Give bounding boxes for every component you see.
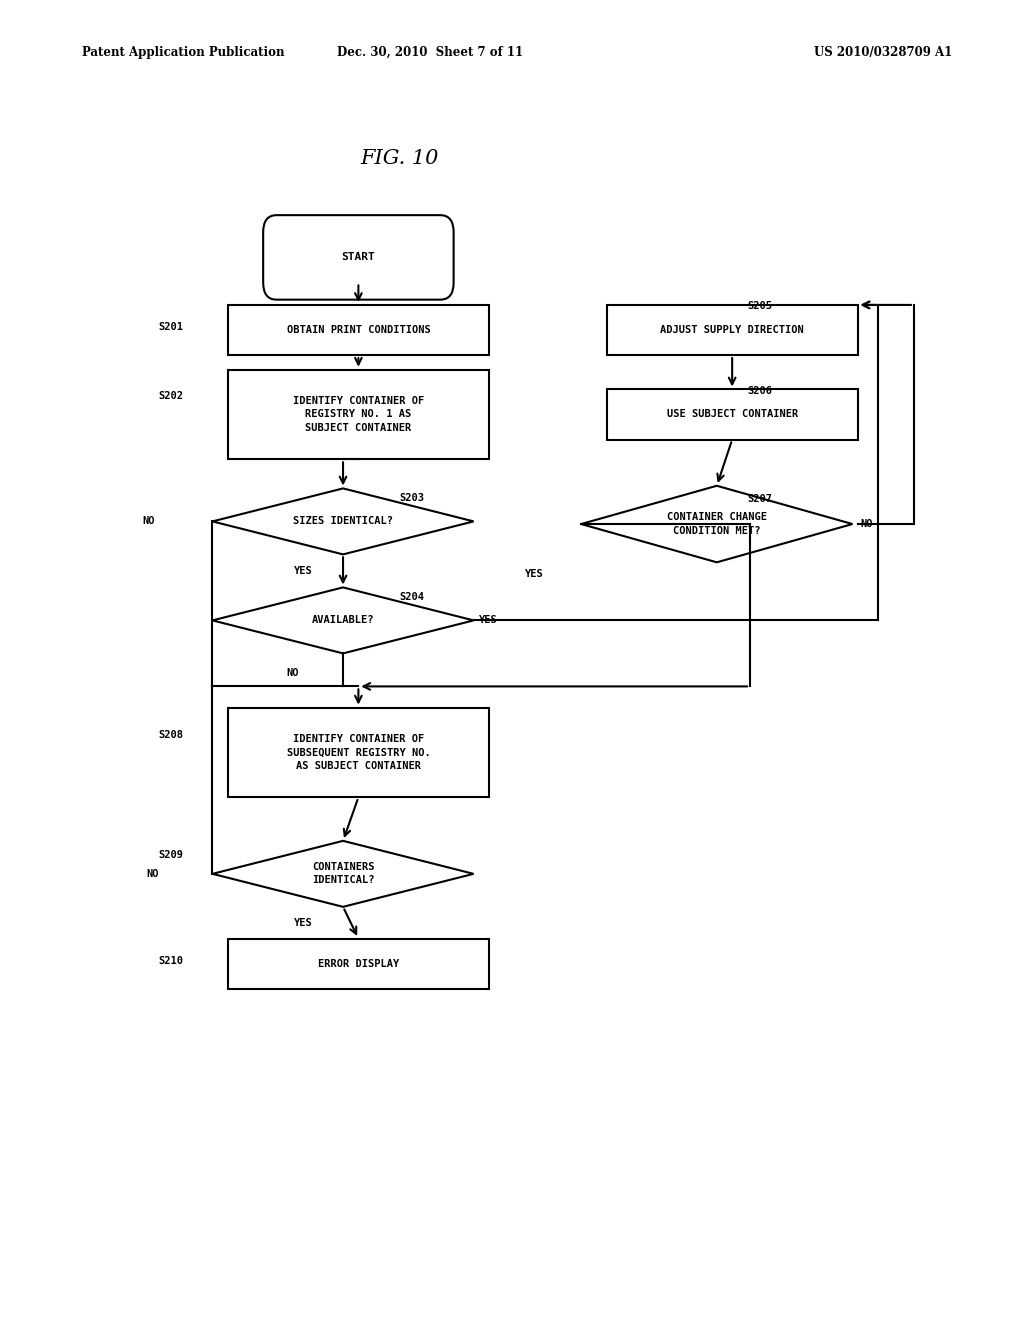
Text: S204: S204 <box>399 591 424 602</box>
Text: CONTAINER CHANGE
CONDITION MET?: CONTAINER CHANGE CONDITION MET? <box>667 512 767 536</box>
Text: NO: NO <box>860 519 873 529</box>
Text: OBTAIN PRINT CONDITIONS: OBTAIN PRINT CONDITIONS <box>287 325 430 335</box>
FancyBboxPatch shape <box>606 389 858 440</box>
FancyBboxPatch shape <box>263 215 454 300</box>
Text: AVAILABLE?: AVAILABLE? <box>311 615 375 626</box>
Text: YES: YES <box>479 615 498 626</box>
Text: YES: YES <box>294 566 312 576</box>
Polygon shape <box>581 486 852 562</box>
Text: S206: S206 <box>748 385 772 396</box>
Text: CONTAINERS
IDENTICAL?: CONTAINERS IDENTICAL? <box>311 862 375 886</box>
Text: IDENTIFY CONTAINER OF
REGISTRY NO. 1 AS
SUBJECT CONTAINER: IDENTIFY CONTAINER OF REGISTRY NO. 1 AS … <box>293 396 424 433</box>
Text: Patent Application Publication: Patent Application Publication <box>82 46 285 59</box>
FancyBboxPatch shape <box>227 305 489 355</box>
Text: SIZES IDENTICAL?: SIZES IDENTICAL? <box>293 516 393 527</box>
Text: NO: NO <box>146 869 159 879</box>
Text: START: START <box>342 252 375 263</box>
Text: S209: S209 <box>159 850 183 861</box>
Polygon shape <box>213 587 473 653</box>
Text: S201: S201 <box>159 322 183 333</box>
Text: ADJUST SUPPLY DIRECTION: ADJUST SUPPLY DIRECTION <box>660 325 804 335</box>
Text: ERROR DISPLAY: ERROR DISPLAY <box>317 958 399 969</box>
FancyBboxPatch shape <box>227 939 489 989</box>
Text: S202: S202 <box>159 391 183 401</box>
FancyBboxPatch shape <box>227 370 489 459</box>
Text: S203: S203 <box>399 492 424 503</box>
Text: S210: S210 <box>159 956 183 966</box>
Text: YES: YES <box>524 569 544 579</box>
Text: YES: YES <box>294 917 312 928</box>
Text: S207: S207 <box>748 494 772 504</box>
Text: US 2010/0328709 A1: US 2010/0328709 A1 <box>814 46 952 59</box>
Text: NO: NO <box>287 668 299 678</box>
Text: S205: S205 <box>748 301 772 312</box>
Text: IDENTIFY CONTAINER OF
SUBSEQUENT REGISTRY NO.
AS SUBJECT CONTAINER: IDENTIFY CONTAINER OF SUBSEQUENT REGISTR… <box>287 734 430 771</box>
Polygon shape <box>213 841 473 907</box>
Text: S208: S208 <box>159 730 183 741</box>
Polygon shape <box>213 488 473 554</box>
Text: NO: NO <box>143 516 156 527</box>
Text: USE SUBJECT CONTAINER: USE SUBJECT CONTAINER <box>667 409 798 420</box>
Text: Dec. 30, 2010  Sheet 7 of 11: Dec. 30, 2010 Sheet 7 of 11 <box>337 46 523 59</box>
FancyBboxPatch shape <box>606 305 858 355</box>
FancyBboxPatch shape <box>227 708 489 797</box>
Text: FIG. 10: FIG. 10 <box>360 149 438 168</box>
